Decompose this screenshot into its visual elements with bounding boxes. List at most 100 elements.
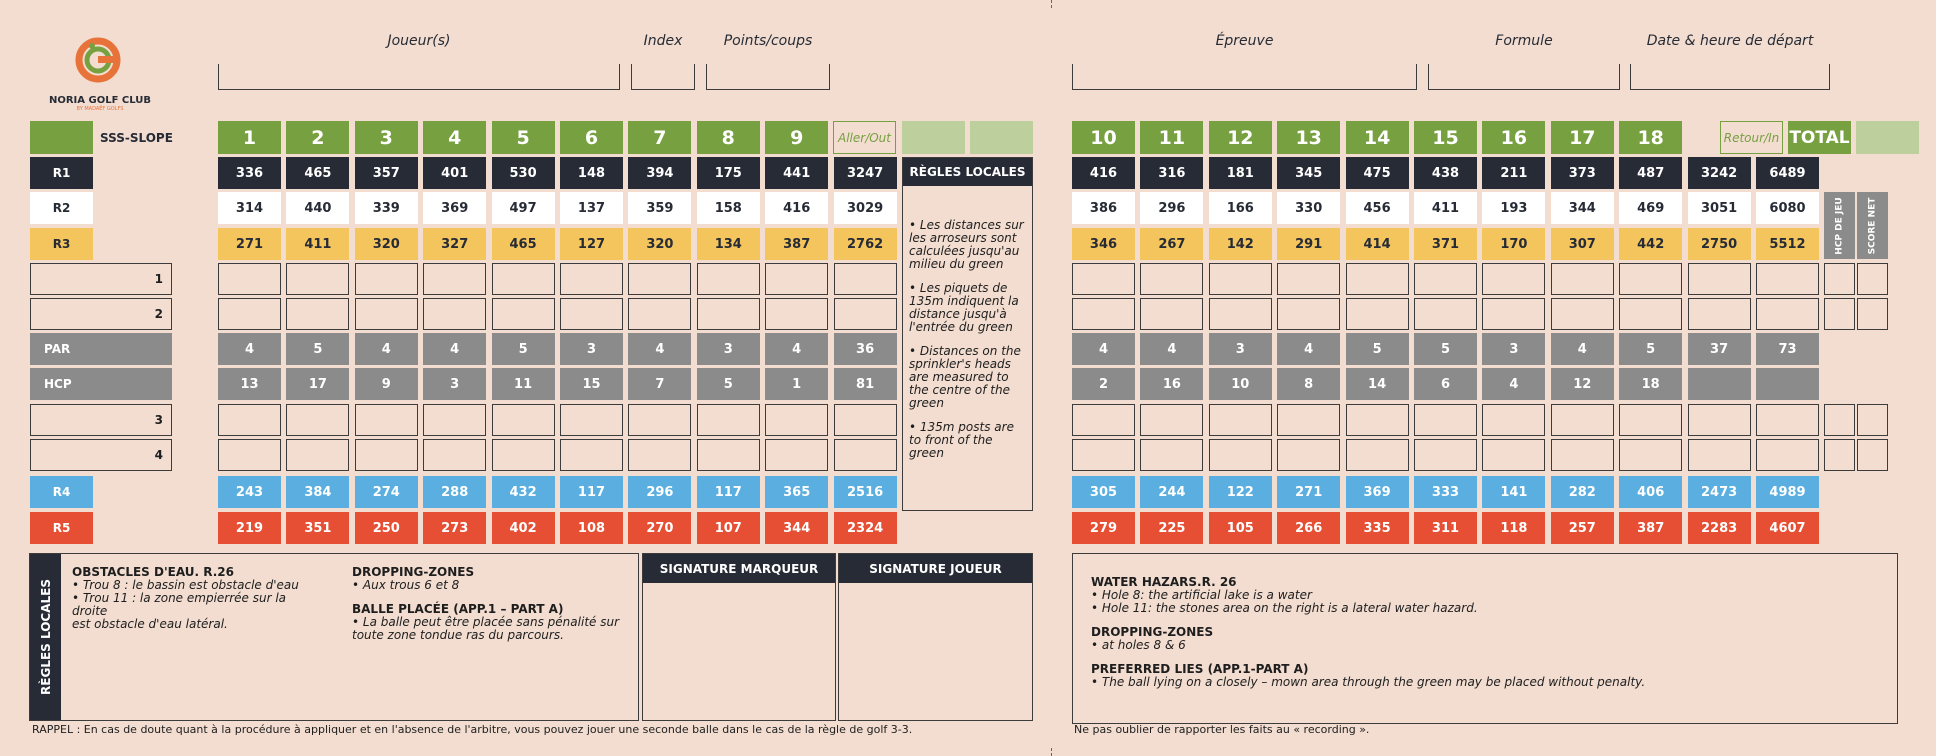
players-field[interactable] xyxy=(218,64,620,90)
score-cell[interactable] xyxy=(354,404,418,436)
score-cell[interactable] xyxy=(218,263,281,295)
score-cell[interactable] xyxy=(1208,298,1272,330)
score-cell[interactable] xyxy=(628,404,692,436)
points-field[interactable] xyxy=(706,64,830,90)
score-cell[interactable] xyxy=(1550,439,1614,471)
score-cell[interactable] xyxy=(1345,404,1409,436)
net-score-cell[interactable] xyxy=(1857,298,1888,330)
score-cell[interactable] xyxy=(1482,298,1546,330)
score-cell[interactable] xyxy=(1687,439,1751,471)
score-cell[interactable] xyxy=(1550,404,1614,436)
score-cell[interactable] xyxy=(1072,404,1135,436)
score-cell[interactable] xyxy=(1414,263,1477,295)
score-cell[interactable] xyxy=(1072,263,1135,295)
score-cell[interactable] xyxy=(560,263,623,295)
score-cell[interactable] xyxy=(833,404,897,436)
score-cell[interactable] xyxy=(1208,404,1272,436)
score-cell[interactable] xyxy=(1208,263,1272,295)
score-cell[interactable] xyxy=(423,263,487,295)
score-cell[interactable] xyxy=(1687,263,1751,295)
score-cell[interactable] xyxy=(628,298,692,330)
score-cell[interactable] xyxy=(1414,298,1477,330)
net-score-cell[interactable] xyxy=(1824,404,1855,436)
net-score-cell[interactable] xyxy=(1857,263,1888,295)
score-cell[interactable] xyxy=(1756,404,1819,436)
score-cell[interactable] xyxy=(1687,404,1751,436)
score-cell[interactable] xyxy=(1277,439,1341,471)
score-cell[interactable] xyxy=(1277,298,1341,330)
score-cell[interactable] xyxy=(1687,298,1751,330)
score-cell[interactable] xyxy=(1277,404,1341,436)
score-cell[interactable] xyxy=(423,404,487,436)
score-cell[interactable] xyxy=(1756,263,1819,295)
score-cell[interactable] xyxy=(286,263,350,295)
score-cell[interactable] xyxy=(1482,439,1546,471)
start-time-field[interactable] xyxy=(1630,64,1830,90)
score-cell[interactable] xyxy=(286,298,350,330)
score-cell[interactable] xyxy=(628,439,692,471)
score-cell[interactable] xyxy=(218,298,281,330)
score-cell[interactable] xyxy=(1277,263,1341,295)
score-cell[interactable] xyxy=(696,439,760,471)
score-cell[interactable] xyxy=(491,404,555,436)
net-score-cell[interactable] xyxy=(1857,404,1888,436)
score-cell[interactable] xyxy=(765,298,829,330)
score-cell[interactable] xyxy=(833,263,897,295)
score-cell[interactable] xyxy=(1550,298,1614,330)
net-score-cell[interactable] xyxy=(1824,263,1855,295)
marker-signature-box[interactable]: SIGNATURE MARQUEUR xyxy=(642,553,836,721)
score-cell[interactable] xyxy=(286,404,350,436)
score-cell[interactable] xyxy=(1140,298,1204,330)
score-cell[interactable] xyxy=(1345,263,1409,295)
player-signature-box[interactable]: SIGNATURE JOUEUR xyxy=(838,553,1033,721)
score-cell[interactable] xyxy=(218,404,281,436)
score-cell[interactable] xyxy=(560,298,623,330)
score-cell[interactable] xyxy=(765,439,829,471)
score-cell[interactable] xyxy=(423,298,487,330)
score-cell[interactable] xyxy=(1482,404,1546,436)
score-cell[interactable] xyxy=(218,439,281,471)
score-cell[interactable] xyxy=(833,439,897,471)
score-cell[interactable] xyxy=(423,439,487,471)
score-cell[interactable] xyxy=(354,263,418,295)
score-cell[interactable] xyxy=(1756,298,1819,330)
score-cell[interactable] xyxy=(491,298,555,330)
net-score-cell[interactable] xyxy=(1824,439,1855,471)
score-cell[interactable] xyxy=(1414,404,1477,436)
score-cell[interactable] xyxy=(560,404,623,436)
score-cell[interactable] xyxy=(1414,439,1477,471)
score-cell[interactable] xyxy=(1756,439,1819,471)
score-cell[interactable] xyxy=(1550,263,1614,295)
net-score-cell[interactable] xyxy=(1857,439,1888,471)
score-cell[interactable] xyxy=(628,263,692,295)
score-cell[interactable] xyxy=(765,404,829,436)
score-cell[interactable] xyxy=(1072,439,1135,471)
score-cell[interactable] xyxy=(1140,439,1204,471)
score-cell[interactable] xyxy=(1619,298,1683,330)
score-cell[interactable] xyxy=(1140,263,1204,295)
score-cell[interactable] xyxy=(696,404,760,436)
score-cell[interactable] xyxy=(765,263,829,295)
score-cell[interactable] xyxy=(696,263,760,295)
score-cell[interactable] xyxy=(1345,439,1409,471)
score-cell[interactable] xyxy=(354,298,418,330)
formula-field[interactable] xyxy=(1428,64,1620,90)
score-cell[interactable] xyxy=(560,439,623,471)
score-cell[interactable] xyxy=(696,298,760,330)
score-cell[interactable] xyxy=(1482,263,1546,295)
score-cell[interactable] xyxy=(1345,298,1409,330)
score-cell[interactable] xyxy=(491,263,555,295)
score-cell[interactable] xyxy=(491,439,555,471)
score-cell[interactable] xyxy=(1140,404,1204,436)
score-cell[interactable] xyxy=(354,439,418,471)
score-cell[interactable] xyxy=(1208,439,1272,471)
index-field[interactable] xyxy=(631,64,695,90)
score-cell[interactable] xyxy=(833,298,897,330)
score-cell[interactable] xyxy=(286,439,350,471)
score-cell[interactable] xyxy=(1619,263,1683,295)
score-cell[interactable] xyxy=(1619,404,1683,436)
score-cell[interactable] xyxy=(1619,439,1683,471)
score-cell[interactable] xyxy=(1072,298,1135,330)
event-field[interactable] xyxy=(1072,64,1417,90)
net-score-cell[interactable] xyxy=(1824,298,1855,330)
